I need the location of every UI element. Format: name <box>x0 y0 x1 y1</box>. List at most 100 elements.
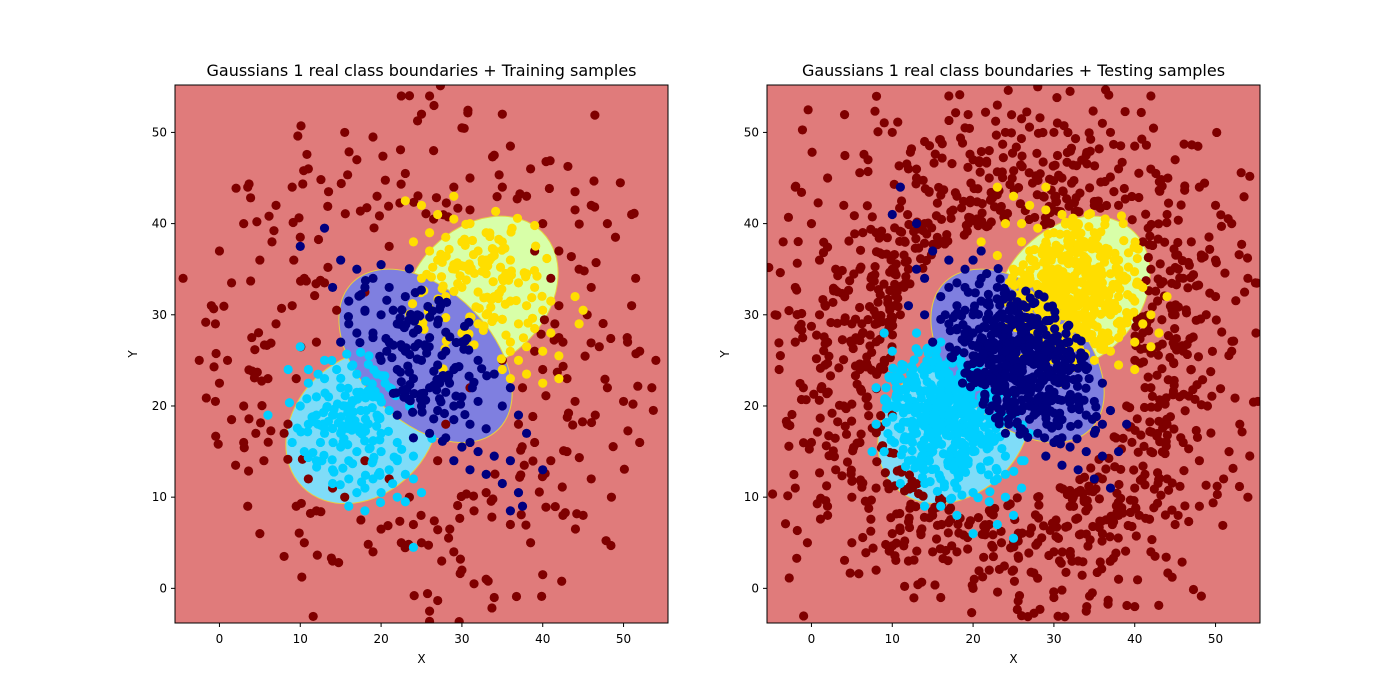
point-outer-fill <box>294 528 304 538</box>
point-outer-fill <box>1120 194 1130 204</box>
point-outer-fill <box>253 328 264 338</box>
point-lower-left <box>879 446 889 457</box>
point-lower-left <box>960 460 970 470</box>
point-outer-fill <box>969 574 979 584</box>
point-outer-fill <box>1177 557 1187 567</box>
point-outer-fill <box>201 317 211 327</box>
point-outer-fill <box>798 438 809 448</box>
point-lower-left-fill <box>313 369 323 379</box>
point-center <box>1016 328 1027 338</box>
point-center <box>992 383 1002 393</box>
point-lower-left-fill <box>319 450 329 460</box>
point-outer-fill <box>574 219 584 229</box>
point-outer-fill <box>1129 465 1139 475</box>
point-outer-fill <box>429 100 439 111</box>
point-lower-left <box>907 437 918 448</box>
point-center <box>960 328 970 338</box>
point-center-fill <box>1001 360 1011 370</box>
point-outer-fill <box>955 90 965 100</box>
point-outer <box>855 437 865 448</box>
point-outer-fill <box>1252 278 1260 288</box>
point-outer-fill <box>962 226 972 236</box>
point-outer-fill <box>383 201 394 211</box>
point-outer <box>1162 474 1172 484</box>
point-outer-fill <box>380 175 390 185</box>
point-outer-fill <box>905 147 916 157</box>
point-lower-left-fill <box>894 392 905 403</box>
point-center-fill <box>399 322 409 333</box>
point-outer <box>839 401 849 411</box>
point-center <box>497 478 507 489</box>
point-outer-fill <box>881 539 891 550</box>
point-upper-right <box>1025 200 1035 210</box>
point-outer <box>831 465 841 475</box>
point-outer-fill <box>930 580 940 590</box>
point-outer-fill <box>250 345 260 355</box>
point-center-fill <box>382 346 392 356</box>
point-lower-left <box>368 474 378 484</box>
point-center <box>295 241 305 251</box>
point-outer-fill <box>815 514 826 524</box>
point-upper-right <box>554 374 564 384</box>
point-center <box>976 296 986 306</box>
point-outer <box>1105 127 1116 138</box>
point-outer-fill <box>336 178 346 189</box>
point-outer-fill <box>834 363 844 373</box>
point-outer-fill <box>860 496 870 506</box>
point-outer-fill <box>1207 346 1218 356</box>
point-outer-fill <box>894 161 904 171</box>
point-outer <box>790 182 800 192</box>
point-upper-right <box>1089 228 1099 238</box>
point-outer-fill <box>1145 231 1155 241</box>
point-upper-right <box>1146 342 1156 352</box>
point-upper-right <box>505 374 516 384</box>
y-axis-label: Y <box>718 350 732 359</box>
point-outer-fill <box>1085 535 1095 545</box>
point-outer-fill <box>568 420 578 430</box>
point-outer <box>627 301 637 311</box>
point-outer-fill <box>1133 447 1143 457</box>
point-upper-right <box>546 296 556 306</box>
point-outer-fill <box>1217 327 1227 337</box>
point-lower-left-fill <box>340 391 350 401</box>
point-outer-fill <box>396 179 406 189</box>
point-outer-fill <box>249 373 260 383</box>
point-outer-fill <box>930 149 940 159</box>
point-lower-left <box>968 488 978 498</box>
point-center <box>952 278 962 288</box>
point-outer-fill <box>775 268 785 278</box>
point-outer <box>558 510 568 520</box>
x-tick-label: 30 <box>454 632 469 646</box>
point-outer-fill <box>433 525 443 535</box>
point-lower-left <box>400 469 410 479</box>
point-outer-fill <box>991 130 1001 140</box>
point-outer-fill <box>1104 90 1114 100</box>
point-outer-fill <box>455 513 465 523</box>
point-outer-fill <box>528 456 538 466</box>
point-outer-fill <box>615 178 625 188</box>
point-center <box>473 355 483 365</box>
point-outer <box>903 556 914 566</box>
point-outer-fill <box>1076 529 1086 539</box>
point-lower-left <box>924 364 934 375</box>
point-lower-left-fill <box>932 486 942 497</box>
point-outer-fill <box>1180 181 1190 191</box>
point-outer-fill <box>867 212 877 222</box>
point-center <box>368 273 378 283</box>
point-outer-fill <box>549 335 559 345</box>
point-outer-fill <box>558 361 568 371</box>
point-outer-fill <box>310 290 320 301</box>
point-center <box>336 255 346 265</box>
point-lower-left <box>1016 456 1027 466</box>
point-outer-fill <box>545 156 555 166</box>
point-outer-fill <box>894 203 905 213</box>
point-center <box>968 328 978 338</box>
point-center <box>984 342 994 352</box>
point-outer-fill <box>1208 498 1218 508</box>
point-outer <box>1138 237 1148 247</box>
point-lower-left-fill <box>332 399 343 409</box>
point-outer-fill <box>799 611 809 621</box>
point-outer-fill <box>209 362 219 372</box>
point-upper-right-fill <box>1083 210 1093 220</box>
point-outer-fill <box>846 338 856 348</box>
